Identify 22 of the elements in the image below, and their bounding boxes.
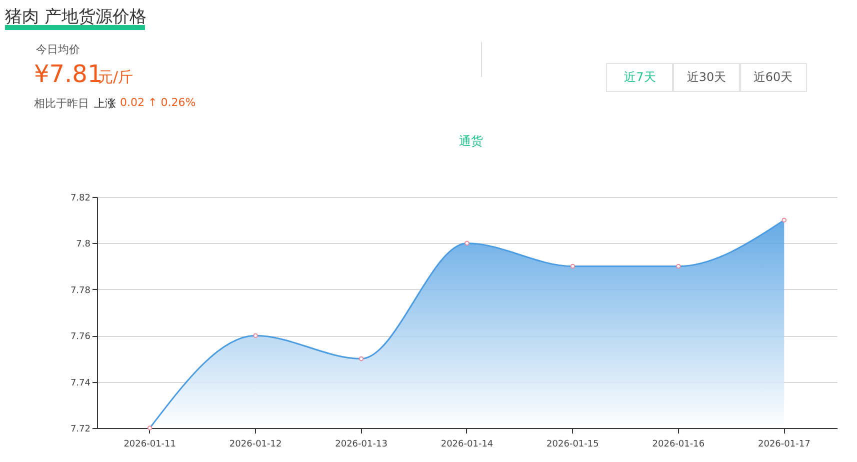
x-tick-label: 2026-01-15 (546, 440, 599, 450)
text: 通货 (459, 134, 483, 148)
x-tick-label: 2026-01-17 (758, 440, 810, 450)
text: 近30天 (672, 63, 741, 92)
text: 今日均价 (36, 42, 80, 57)
y-tick-label: 7.78 (70, 286, 91, 296)
x-tick-label: 2026-01-16 (652, 440, 705, 450)
text: 0.02 ↑ 0.26% (120, 96, 196, 109)
text: 近60天 (739, 63, 807, 92)
x-tick-label: 2026-01-14 (440, 440, 494, 450)
x-tick-label: 2026-01-12 (229, 440, 282, 450)
y-tick-label: 7.72 (70, 424, 90, 434)
y-tick-label: 7.8 (76, 240, 91, 250)
y-tick-label: 7.82 (70, 194, 90, 204)
y-tick-label: 7.74 (70, 378, 91, 388)
x-tick-label: 2026-01-13 (335, 440, 388, 450)
text: 相比于昨日 (34, 96, 89, 111)
text: 上涨 (94, 96, 116, 111)
text: 近7天 (606, 63, 674, 92)
chart-title: 猪肉 产地货源价格 (5, 6, 146, 28)
x-tick-label: 2026-01-11 (124, 440, 176, 450)
y-tick-label: 7.76 (70, 332, 91, 342)
